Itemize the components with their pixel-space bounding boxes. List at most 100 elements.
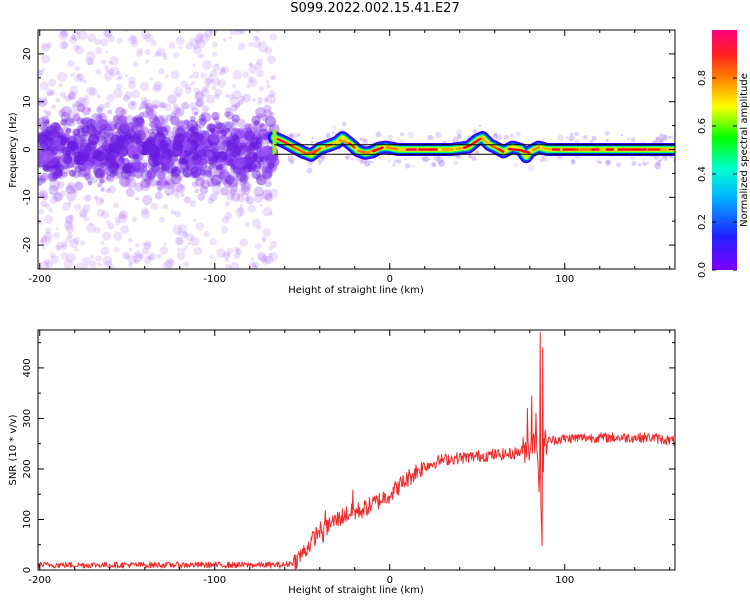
noise-blob xyxy=(39,175,47,182)
noise-blob xyxy=(215,63,219,67)
noise-blob xyxy=(221,66,230,74)
track-halo-blob xyxy=(671,134,675,141)
track-halo-blob xyxy=(393,159,399,164)
noise-blob xyxy=(214,191,220,196)
noise-blob xyxy=(166,159,174,167)
noise-blob xyxy=(187,126,198,137)
noise-blob xyxy=(220,140,233,153)
x-tick-label: 100 xyxy=(555,575,574,586)
noise-blob xyxy=(46,88,54,97)
noise-blob xyxy=(168,259,174,264)
noise-blob xyxy=(263,97,269,103)
noise-blob xyxy=(96,106,103,114)
noise-blob xyxy=(200,179,210,189)
noise-blob xyxy=(180,230,189,239)
noise-blob xyxy=(45,260,53,269)
noise-blob xyxy=(89,260,97,269)
noise-blob xyxy=(90,255,95,260)
noise-blob xyxy=(155,51,161,57)
noise-blob xyxy=(176,231,182,236)
track-halo-blob xyxy=(630,154,636,161)
noise-blob xyxy=(219,68,226,76)
noise-blob xyxy=(254,35,258,40)
noise-blob xyxy=(195,118,206,129)
noise-blob xyxy=(92,126,102,136)
track-halo-blob xyxy=(364,160,371,167)
noise-blob xyxy=(43,214,54,225)
noise-blob xyxy=(40,200,47,207)
track-halo-blob xyxy=(468,155,472,159)
noise-blob xyxy=(89,223,93,227)
noise-blob xyxy=(109,66,120,77)
noise-blob xyxy=(252,218,261,228)
noise-blob xyxy=(244,140,256,153)
noise-blob xyxy=(191,181,199,188)
track-halo-blob xyxy=(541,137,546,142)
noise-blob xyxy=(40,192,46,198)
noise-blob xyxy=(224,257,230,263)
noise-blob xyxy=(236,172,246,182)
noise-blob xyxy=(211,184,222,194)
track-hotspot xyxy=(385,146,399,151)
noise-blob xyxy=(72,189,77,193)
noise-blob xyxy=(139,164,148,173)
noise-blob xyxy=(115,115,125,126)
noise-blob xyxy=(164,164,174,174)
noise-blob xyxy=(201,112,211,123)
noise-blob xyxy=(162,260,173,269)
noise-blob xyxy=(165,181,170,186)
noise-blob xyxy=(209,156,219,166)
noise-blob xyxy=(244,123,252,131)
noise-blob xyxy=(86,51,96,61)
noise-blob xyxy=(74,65,80,72)
noise-blob xyxy=(145,59,150,64)
noise-blob xyxy=(156,180,162,186)
noise-blob xyxy=(199,53,205,59)
noise-blob xyxy=(80,118,87,125)
noise-blob xyxy=(125,177,137,189)
noise-blob xyxy=(50,89,56,96)
noise-blob xyxy=(168,182,174,187)
noise-blob xyxy=(57,72,67,82)
noise-blob xyxy=(56,181,65,189)
noise-blob xyxy=(75,30,81,35)
track-halo-blob xyxy=(574,131,579,137)
noise-blob xyxy=(256,225,262,230)
noise-blob xyxy=(60,146,69,156)
noise-blob xyxy=(96,208,105,217)
noise-blob xyxy=(245,195,255,205)
noise-blob xyxy=(233,155,246,168)
noise-blob xyxy=(241,185,251,196)
snr-frame xyxy=(37,329,676,571)
track-halo-blob xyxy=(387,134,393,141)
noise-blob xyxy=(135,197,139,201)
track-halo-blob xyxy=(604,130,610,136)
noise-blob xyxy=(132,61,139,68)
noise-blob xyxy=(174,107,185,117)
noise-blob xyxy=(261,114,269,122)
noise-blob xyxy=(153,81,163,91)
y-tick-label: 100 xyxy=(22,510,33,529)
noise-blob xyxy=(193,246,202,256)
noise-blob xyxy=(252,265,258,269)
noise-blob xyxy=(247,204,256,213)
noise-blob xyxy=(72,44,80,52)
track-halo-blob xyxy=(341,121,347,127)
noise-blob xyxy=(180,157,188,165)
noise-blob xyxy=(232,69,243,80)
noise-blob xyxy=(89,87,98,96)
noise-blob xyxy=(265,154,276,166)
noise-blob xyxy=(113,231,123,241)
noise-blob xyxy=(266,84,271,89)
track-hotspot xyxy=(311,147,322,155)
noise-blob xyxy=(124,91,133,99)
noise-blob xyxy=(137,48,143,54)
noise-blob xyxy=(205,94,215,104)
noise-blob xyxy=(42,246,46,250)
noise-blob xyxy=(200,111,206,116)
noise-blob xyxy=(159,246,169,255)
noise-blob xyxy=(253,129,260,136)
noise-blob xyxy=(49,160,57,167)
noise-blob xyxy=(195,98,205,108)
noise-blob xyxy=(263,109,272,118)
